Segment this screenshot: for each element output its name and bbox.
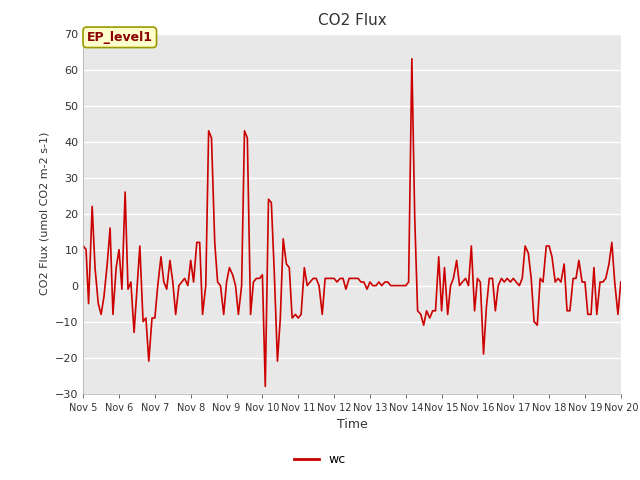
Legend: wc: wc [289, 448, 351, 471]
Title: CO2 Flux: CO2 Flux [317, 13, 387, 28]
X-axis label: Time: Time [337, 418, 367, 431]
Text: EP_level1: EP_level1 [87, 31, 153, 44]
Y-axis label: CO2 Flux (umol CO2 m-2 s-1): CO2 Flux (umol CO2 m-2 s-1) [39, 132, 49, 295]
